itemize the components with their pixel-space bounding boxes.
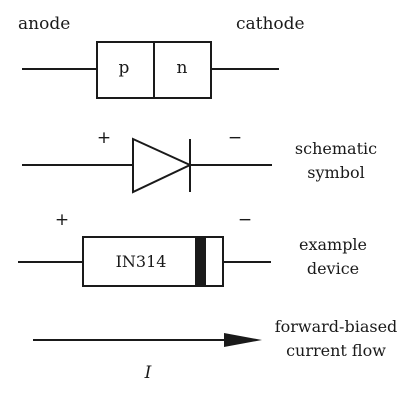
anode-label: anode xyxy=(18,14,70,34)
device-caption-line1: example xyxy=(299,235,367,254)
cathode-band xyxy=(195,237,206,286)
device-section: + − IN314 example device xyxy=(18,210,367,287)
cathode-label: cathode xyxy=(236,14,305,34)
current-symbol: I xyxy=(144,363,152,383)
flow-caption-line1: forward-biased xyxy=(275,317,398,336)
diode-triangle-symbol xyxy=(132,137,193,194)
p-region-label: p xyxy=(119,58,130,78)
flow-caption-line2: current flow xyxy=(286,341,386,360)
schematic-caption-line1: schematic xyxy=(295,139,377,158)
current-flow-section: I forward-biased current flow xyxy=(33,317,397,383)
device-caption-line2: device xyxy=(307,259,359,278)
pn-junction-section: anode cathode p n xyxy=(18,14,305,99)
schematic-caption-line2: symbol xyxy=(307,163,364,182)
current-arrow-head xyxy=(224,333,262,347)
device-part-number: IN314 xyxy=(116,252,167,271)
n-region-label: n xyxy=(177,58,188,78)
device-minus-sign: − xyxy=(238,210,252,230)
device-plus-sign: + xyxy=(55,210,69,230)
schematic-minus-sign: − xyxy=(228,128,242,148)
schematic-plus-sign: + xyxy=(97,128,111,148)
schematic-section: + − schematic symbol xyxy=(22,128,377,194)
